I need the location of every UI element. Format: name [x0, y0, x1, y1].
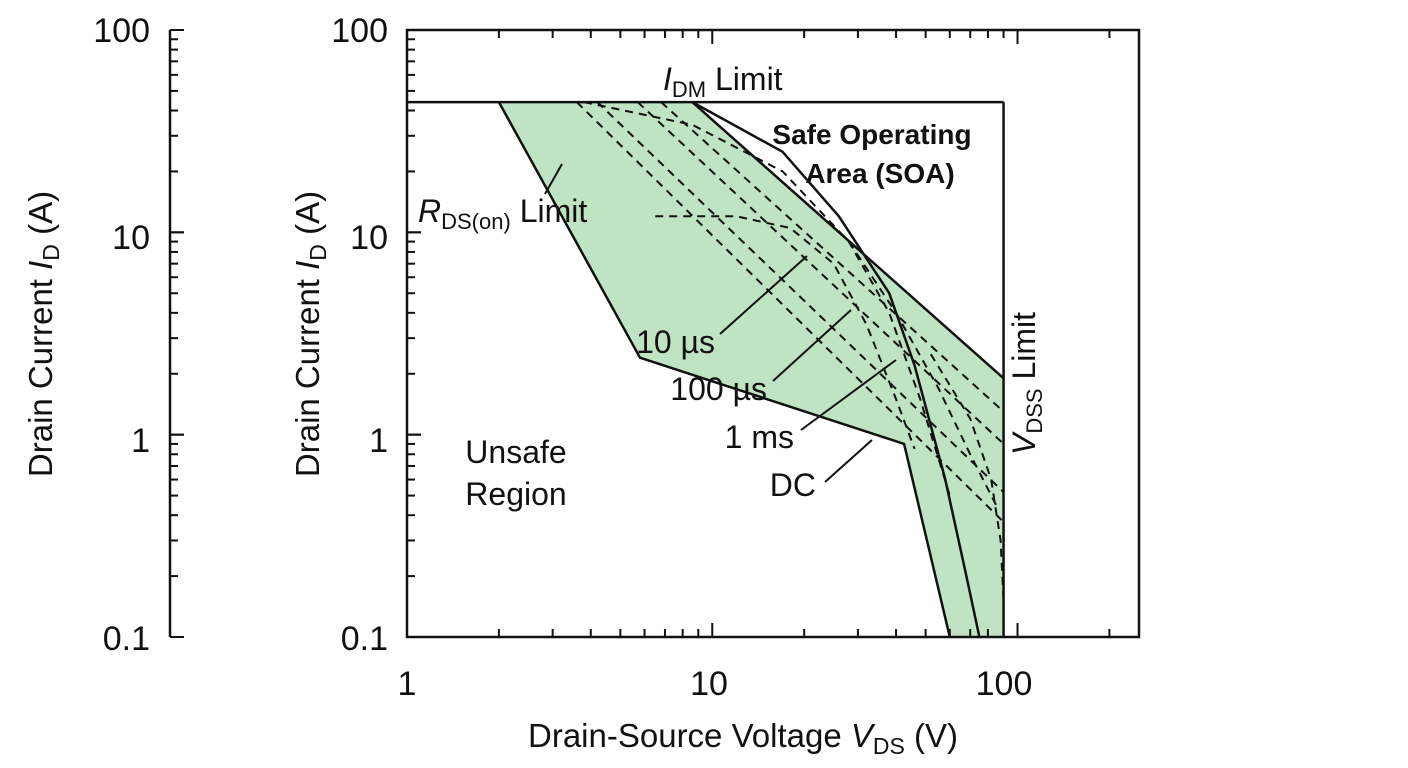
- soa-fill-area: [498, 102, 1004, 638]
- y-axis-title: Drain Current ID (A): [289, 191, 331, 477]
- curve-layer: [407, 100, 1005, 638]
- idm-limit-label: IDM Limit: [663, 61, 783, 102]
- curve-label-10us: 10 µs: [636, 324, 715, 360]
- leader-1ms: [800, 359, 897, 431]
- curve-10: [929, 353, 1005, 602]
- left-y-tick-label-0.1: 0.1: [103, 620, 150, 658]
- tick-layer: [170, 29, 1111, 638]
- curve-5: [497, 101, 952, 638]
- curve-8: [655, 215, 916, 450]
- y-tick-label-1: 1: [369, 422, 388, 460]
- curve-1: [660, 101, 1005, 413]
- left-y-tick-label-1: 1: [131, 422, 150, 460]
- leader-100us: [772, 309, 852, 382]
- soa-label-line2: Area (SOA): [805, 158, 954, 189]
- curve-6: [691, 101, 981, 638]
- curve-label-dc: DC: [770, 467, 816, 503]
- curve-label-1ms: 1 ms: [725, 419, 794, 455]
- vdss-limit-label: VDSS Limit: [1006, 312, 1047, 455]
- curve-label-100us: 100 µs: [670, 371, 767, 407]
- unsafe-label-line1: Unsafe: [465, 434, 566, 470]
- unsafe-label-line2: Region: [465, 476, 566, 512]
- x-tick-label-10: 10: [690, 665, 728, 703]
- leader-rdson: [544, 163, 563, 195]
- left-y-tick-label-10: 10: [112, 219, 150, 257]
- x-tick-label-100: 100: [976, 665, 1033, 703]
- left-y-axis-title: Drain Current ID (A): [22, 191, 64, 477]
- x-axis-title: Drain-Source Voltage VDS (V): [528, 717, 958, 759]
- curve-3: [596, 101, 1005, 493]
- left-y-tick-label-100: 100: [93, 12, 150, 50]
- curve-4: [576, 101, 1005, 523]
- curve-0: [691, 101, 1005, 380]
- leader-dc: [824, 439, 873, 483]
- leader-10us: [719, 255, 808, 335]
- y-tick-label-10: 10: [350, 219, 388, 257]
- plot-frame: [405, 28, 1141, 639]
- rdson-limit-label: RDS(on) Limit: [418, 193, 587, 234]
- soa-label-line1: Safe Operating: [772, 119, 971, 150]
- x-tick-label-1: 1: [398, 665, 417, 703]
- y-tick-label-100: 100: [331, 12, 388, 50]
- y-tick-label-0.1: 0.1: [341, 620, 388, 658]
- curve-9: [847, 241, 997, 506]
